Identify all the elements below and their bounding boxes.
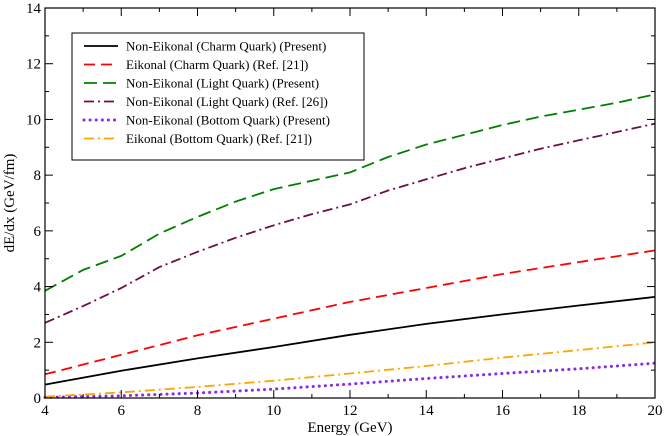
y-tick-label: 8 xyxy=(34,168,42,184)
y-tick-label: 6 xyxy=(34,224,42,240)
legend-label-3: Non-Eikonal (Light Quark) (Present) xyxy=(126,76,319,91)
x-tick-label: 4 xyxy=(41,403,49,419)
x-tick-label: 16 xyxy=(495,403,511,419)
series-line-4 xyxy=(44,122,656,324)
legend: Non-Eikonal (Charm Quark) (Present) Eikon… xyxy=(71,32,365,161)
legend-label-1: Non-Eikonal (Charm Quark) (Present) xyxy=(126,39,326,54)
x-tick-label: 12 xyxy=(343,403,358,419)
axes-group: 4 6 8 10 12 14 16 18 20 0 2 4 6 8 10 12 14 xyxy=(26,1,663,419)
y-tick-label: 14 xyxy=(26,1,42,17)
series-line-3 xyxy=(44,93,656,292)
y-axis-title: dE/dx (GeV/fm) xyxy=(2,154,18,253)
legend-label-6: Eikonal (Bottom Quark) (Ref. [21]) xyxy=(126,131,312,146)
x-tick-label: 14 xyxy=(419,403,435,419)
x-axis-title: Energy (GeV) xyxy=(307,420,392,436)
x-tick-label: 10 xyxy=(266,403,281,419)
x-tick-label: 18 xyxy=(571,403,586,419)
legend-label-4: Non-Eikonal (Light Quark) (Ref. [26]) xyxy=(126,94,328,109)
x-tick-label: 6 xyxy=(118,403,126,419)
y-tick-label: 0 xyxy=(34,391,42,407)
y-tick-label: 4 xyxy=(34,280,42,296)
series-line-1 xyxy=(44,296,656,386)
x-tick-label: 20 xyxy=(648,403,663,419)
series-line-5 xyxy=(43,361,657,399)
legend-label-2: Eikonal (Charm Quark) (Ref. [21]) xyxy=(126,57,308,72)
series-group xyxy=(43,93,657,399)
legend-box xyxy=(71,32,365,161)
legend-label-5: Non-Eikonal (Bottom Quark) (Present) xyxy=(126,113,330,128)
y-tick-label: 10 xyxy=(26,112,41,128)
y-tick-label: 2 xyxy=(34,335,42,351)
series-line-2 xyxy=(44,249,656,376)
x-tick-label: 8 xyxy=(194,403,202,419)
y-tick-label: 12 xyxy=(26,57,41,73)
series-line-6 xyxy=(44,341,656,398)
